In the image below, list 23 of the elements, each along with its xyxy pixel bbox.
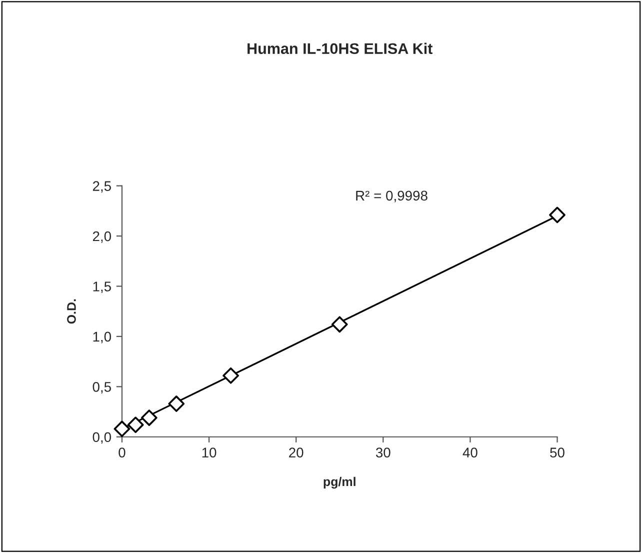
x-tick-label: 20 <box>289 448 304 458</box>
point <box>168 396 185 412</box>
x-tick-label: 30 <box>376 448 390 458</box>
point <box>222 367 239 384</box>
point <box>331 316 348 333</box>
x-tick-label: 0 <box>118 448 126 458</box>
chart-title: Human IL-10HS ELISA Kit <box>248 42 433 54</box>
x-axis-title: pg/ml <box>324 476 356 489</box>
y-tick-label: 1,5 <box>93 282 111 294</box>
x-tick-label: 50 <box>550 448 564 458</box>
y-tick-label: 2,5 <box>92 181 111 193</box>
point <box>549 206 566 224</box>
x-tick-label: 10 <box>202 448 216 458</box>
y-tick-label: 0,0 <box>92 432 112 444</box>
point <box>127 416 144 434</box>
y-axis-title: O.D. <box>67 299 76 324</box>
point <box>114 420 130 438</box>
point <box>140 410 158 426</box>
annotation: R² = 0,9998 <box>356 190 428 202</box>
x-tick-label: 40 <box>462 448 478 458</box>
y-tick-label: 1,0 <box>93 332 112 344</box>
y-tick-label: 0,5 <box>92 382 111 394</box>
y-tick-label: 2,0 <box>92 231 112 243</box>
